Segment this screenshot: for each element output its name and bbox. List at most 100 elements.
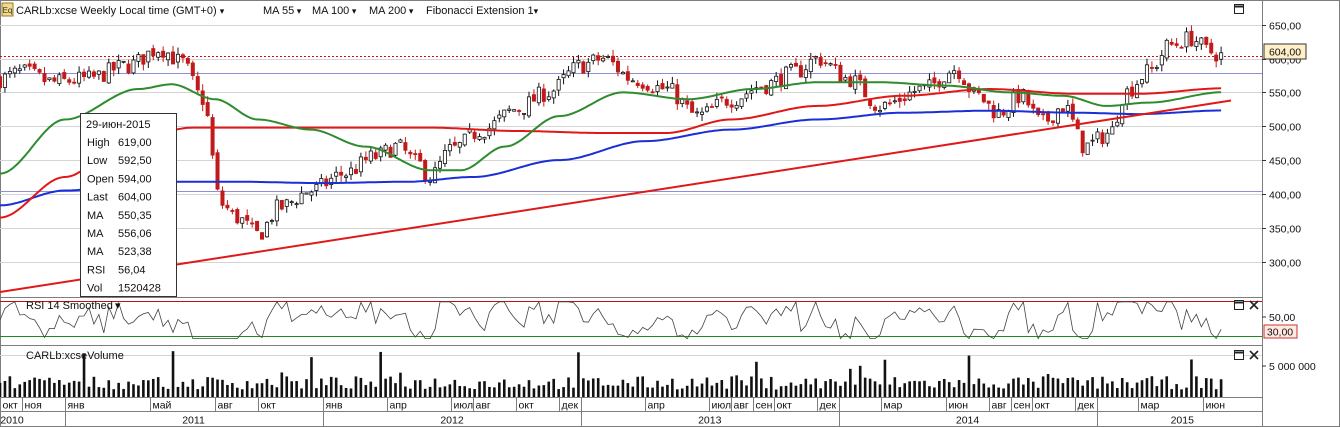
candle: [1179, 45, 1184, 49]
candle: [106, 58, 111, 84]
data-window-label: Low: [87, 155, 107, 167]
price-panel-maximize-button[interactable]: [1234, 4, 1244, 14]
candle: [304, 192, 309, 195]
close-icon: [1249, 300, 1259, 310]
rsi-panel-close-button[interactable]: [1249, 300, 1259, 310]
volume-bar: [997, 387, 1000, 397]
volume-bar: [1012, 378, 1015, 397]
volume-bar: [913, 380, 916, 397]
rsi-line: [0, 300, 1222, 340]
volume-bar: [705, 377, 709, 397]
volume-bar: [295, 381, 298, 397]
candle: [1184, 27, 1189, 53]
volume-bar: [112, 389, 116, 397]
candle: [536, 82, 541, 106]
volume-bar: [967, 355, 971, 397]
fibonacci-legend[interactable]: Fibonacci Extension 1▾: [426, 5, 539, 17]
candle: [620, 70, 625, 75]
candle: [863, 75, 868, 98]
candle: [502, 109, 507, 122]
candle: [606, 54, 611, 59]
volume-bar: [374, 386, 378, 397]
volume-bar: [947, 382, 951, 397]
candle: [47, 77, 52, 82]
ma200-line: [0, 109, 1222, 207]
volume-bar: [245, 381, 249, 397]
candle: [255, 220, 260, 232]
volume-bar: [468, 388, 471, 397]
candle: [151, 44, 156, 61]
ma55-dropdown-icon[interactable]: ▾: [294, 6, 302, 16]
candle: [526, 91, 531, 119]
candle: [378, 145, 383, 162]
volume-bar: [300, 388, 303, 397]
price-badge-text: 604,00: [1269, 47, 1301, 59]
data-window-label: MA: [87, 228, 104, 240]
rsi-axis: 50,00 30,00: [1262, 312, 1298, 339]
rsi-tick-50: 50,00: [1269, 312, 1295, 324]
volume-bar: [53, 382, 56, 397]
ma100-dropdown-icon[interactable]: ▾: [349, 6, 357, 16]
candle: [82, 68, 87, 82]
fibonacci-extension-lines[interactable]: [0, 73, 1262, 192]
candle: [615, 57, 620, 77]
ma55-legend[interactable]: MA 55 ▾: [263, 5, 302, 17]
volume-bar: [1165, 376, 1169, 397]
candle: [141, 54, 146, 71]
candle: [462, 133, 467, 147]
month-tick-label: сен: [1014, 400, 1031, 412]
volume-bar: [666, 384, 669, 397]
candle: [7, 66, 12, 79]
volume-bar: [1130, 388, 1134, 397]
month-tick-label: дек: [1078, 400, 1095, 412]
volume-bar: [750, 376, 753, 397]
rsi-panel-maximize-button[interactable]: [1234, 300, 1244, 310]
volume-bar: [107, 380, 111, 397]
fibonacci-dropdown-icon[interactable]: ▾: [534, 6, 539, 16]
candle: [818, 52, 823, 69]
candle: [917, 85, 922, 93]
volume-bar: [280, 372, 284, 397]
ma100-legend[interactable]: MA 100 ▾: [312, 5, 357, 17]
volume-panel-maximize-button[interactable]: [1234, 350, 1244, 360]
price-tick-label: 650,00: [1269, 21, 1301, 33]
candle: [96, 70, 101, 80]
candle: [640, 82, 645, 92]
volume-bar: [868, 378, 872, 397]
volume-bar: [354, 376, 358, 397]
candle: [833, 57, 838, 69]
volume-bar: [409, 388, 412, 397]
volume-bar: [1101, 376, 1104, 397]
volume-bar: [255, 383, 259, 397]
volume-bar: [221, 379, 224, 397]
ma200-legend[interactable]: MA 200 ▾: [369, 5, 414, 17]
volume-bar: [1145, 378, 1149, 397]
trend-line[interactable]: [0, 99, 1232, 293]
volume-bar: [740, 380, 743, 397]
instrument-title[interactable]: CARLb:xcse Weekly Local time (GMT+0) ▾: [16, 5, 225, 17]
price-tick-label: 550,00: [1269, 88, 1301, 100]
month-tick-label: апр: [390, 400, 408, 412]
candle: [299, 186, 304, 205]
volume-panel-close-button[interactable]: [1249, 350, 1259, 360]
ma200-dropdown-icon[interactable]: ▾: [406, 6, 414, 16]
volume-bar: [839, 385, 842, 397]
volume-bar: [473, 389, 476, 397]
candle: [1140, 78, 1145, 88]
candle: [789, 62, 794, 71]
rsi-title-dropdown-icon[interactable]: ▾: [115, 300, 121, 312]
candle: [695, 107, 700, 118]
volume-bar: [631, 386, 635, 397]
title-dropdown-icon[interactable]: ▾: [220, 6, 225, 16]
year-tick-label: 2014: [956, 415, 980, 427]
candle: [1070, 98, 1075, 122]
volume-bar: [438, 387, 442, 397]
candle: [393, 142, 398, 157]
data-window-value: 56,04: [118, 264, 146, 276]
volume-bar: [651, 387, 654, 397]
candle: [62, 68, 67, 80]
volume-bar: [394, 383, 397, 397]
volume-bar: [211, 377, 214, 397]
month-tick-label: авг: [476, 400, 491, 412]
volume-bar: [493, 387, 496, 397]
